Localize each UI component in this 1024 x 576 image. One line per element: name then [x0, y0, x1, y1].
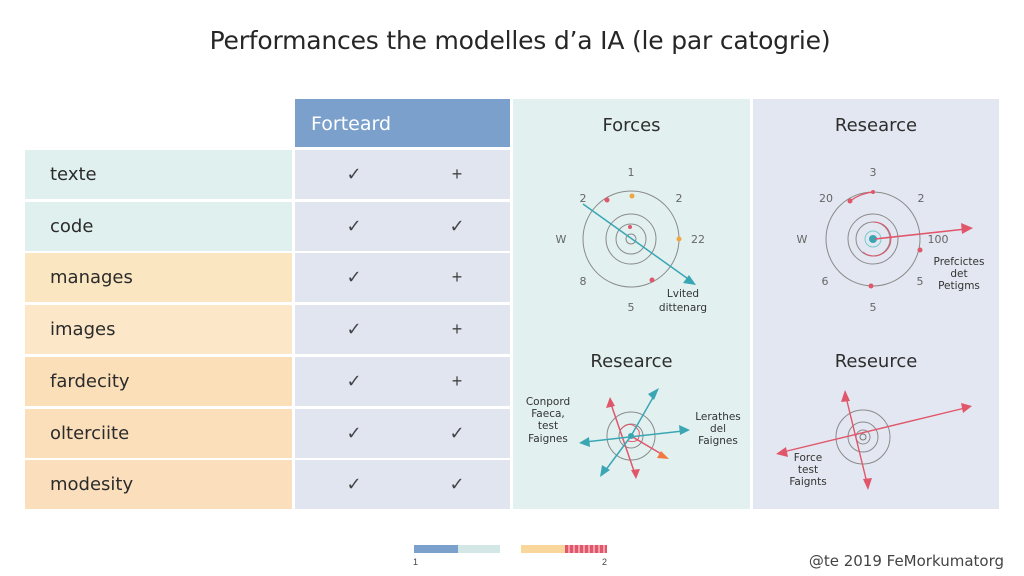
svg-text:22: 22: [691, 233, 705, 246]
svg-text:Faignes: Faignes: [698, 435, 738, 447]
svg-text:5: 5: [917, 275, 924, 288]
svg-text:1: 1: [628, 166, 635, 179]
copyright-footer: @te 2019 FeMorkumatorg: [808, 552, 1004, 570]
table-row: images ✓ +: [25, 305, 510, 355]
value-cells: ✓ ✓: [295, 460, 510, 510]
status-icon: ✓: [449, 474, 465, 495]
column-header: Forteard: [295, 99, 510, 147]
svg-text:5: 5: [628, 301, 635, 314]
panel-title: Reseurce: [834, 351, 918, 372]
status-icon: ✓: [449, 215, 465, 236]
radial-diagram-forces: 1 2 2 W 22 8 5 Lvited dittenarg: [556, 166, 708, 314]
value-cells: ✓ +: [295, 305, 510, 355]
svg-text:det: det: [950, 268, 967, 280]
svg-text:Lvited: Lvited: [667, 288, 699, 300]
category-label: manages: [25, 253, 292, 303]
svg-text:2: 2: [676, 192, 683, 205]
svg-text:2: 2: [580, 192, 587, 205]
legend-swatch-blue: [414, 545, 458, 553]
svg-text:100: 100: [928, 233, 949, 246]
value-cells: ✓ +: [295, 253, 510, 303]
svg-text:test: test: [538, 420, 558, 432]
panel-research: Researce 3 20 2 W 100 6 5 5 Prefcictes d…: [753, 99, 999, 509]
category-label: olterciite: [25, 408, 292, 458]
svg-text:Lerathes: Lerathes: [695, 411, 741, 423]
category-label: texte: [25, 150, 292, 199]
status-icon: ✓: [346, 474, 362, 495]
value-cells: ✓ ✓: [295, 408, 510, 458]
value-cells: ✓ +: [295, 150, 510, 199]
table-row: fardecity ✓ +: [25, 356, 510, 406]
legend-label-left: 1: [413, 557, 419, 567]
svg-text:Faignes: Faignes: [528, 433, 568, 445]
table-row: texte ✓ +: [25, 150, 510, 199]
value-cells: ✓ ✓: [295, 201, 510, 251]
status-icon: ✓: [449, 422, 465, 443]
svg-text:Faignts: Faignts: [789, 476, 826, 488]
status-icon: +: [451, 164, 463, 184]
panel-forces: Forces 1 2 2 W 22 8 5 Lvited dittenarg R…: [513, 99, 750, 509]
category-label: fardecity: [25, 356, 292, 406]
legend-swatch-orange: [521, 545, 565, 553]
page-title: Performances the modelles d’a IA (le par…: [209, 26, 831, 55]
category-label: code: [25, 201, 292, 251]
svg-text:Faeca,: Faeca,: [531, 408, 565, 420]
svg-text:Conpord: Conpord: [526, 396, 570, 408]
svg-text:20: 20: [819, 192, 833, 205]
table-row: code ✓ ✓: [25, 201, 510, 251]
status-icon: ✓: [346, 422, 362, 443]
legend-swatch-red: [565, 545, 607, 553]
category-label: modesity: [25, 460, 292, 510]
panel-title: Researce: [834, 115, 918, 136]
svg-text:Force: Force: [794, 452, 822, 464]
status-icon: +: [451, 267, 463, 288]
legend-swatch-teal: [458, 545, 500, 553]
table-row: modesity ✓ ✓: [25, 460, 510, 510]
value-cells: ✓ +: [295, 356, 510, 406]
panel-title: Forces: [602, 115, 661, 136]
svg-text:5: 5: [870, 301, 877, 314]
svg-text:8: 8: [580, 275, 587, 288]
table-row: manages ✓ +: [25, 253, 510, 303]
svg-text:W: W: [556, 233, 567, 246]
radial-diagram-research: 3 20 2 W 100 6 5 5 Prefcictes det Petigm…: [797, 166, 985, 314]
status-icon: +: [451, 319, 463, 340]
status-icon: ✓: [346, 164, 362, 184]
status-icon: ✓: [346, 267, 362, 288]
vector-diagram-research: Conpord Faeca, test Faignes Lerathes del…: [526, 388, 741, 479]
svg-text:Prefcictes: Prefcictes: [934, 256, 985, 268]
status-icon: +: [451, 370, 463, 391]
status-icon: ✓: [346, 370, 362, 391]
category-label: images: [25, 305, 292, 355]
svg-text:2: 2: [918, 192, 925, 205]
svg-text:test: test: [798, 464, 818, 476]
table-row: olterciite ✓ ✓: [25, 408, 510, 458]
status-icon: ✓: [346, 215, 362, 236]
svg-text:dittenarg: dittenarg: [659, 302, 707, 314]
vector-diagram-resource: Force test Faignts: [776, 390, 972, 490]
status-icon: ✓: [346, 319, 362, 340]
legend-label-right: 2: [602, 557, 608, 567]
svg-text:del: del: [710, 423, 726, 435]
svg-text:W: W: [797, 233, 808, 246]
svg-text:6: 6: [822, 275, 829, 288]
panel-title: Researce: [590, 351, 673, 372]
svg-text:3: 3: [870, 166, 877, 179]
svg-text:Petigms: Petigms: [938, 280, 980, 292]
